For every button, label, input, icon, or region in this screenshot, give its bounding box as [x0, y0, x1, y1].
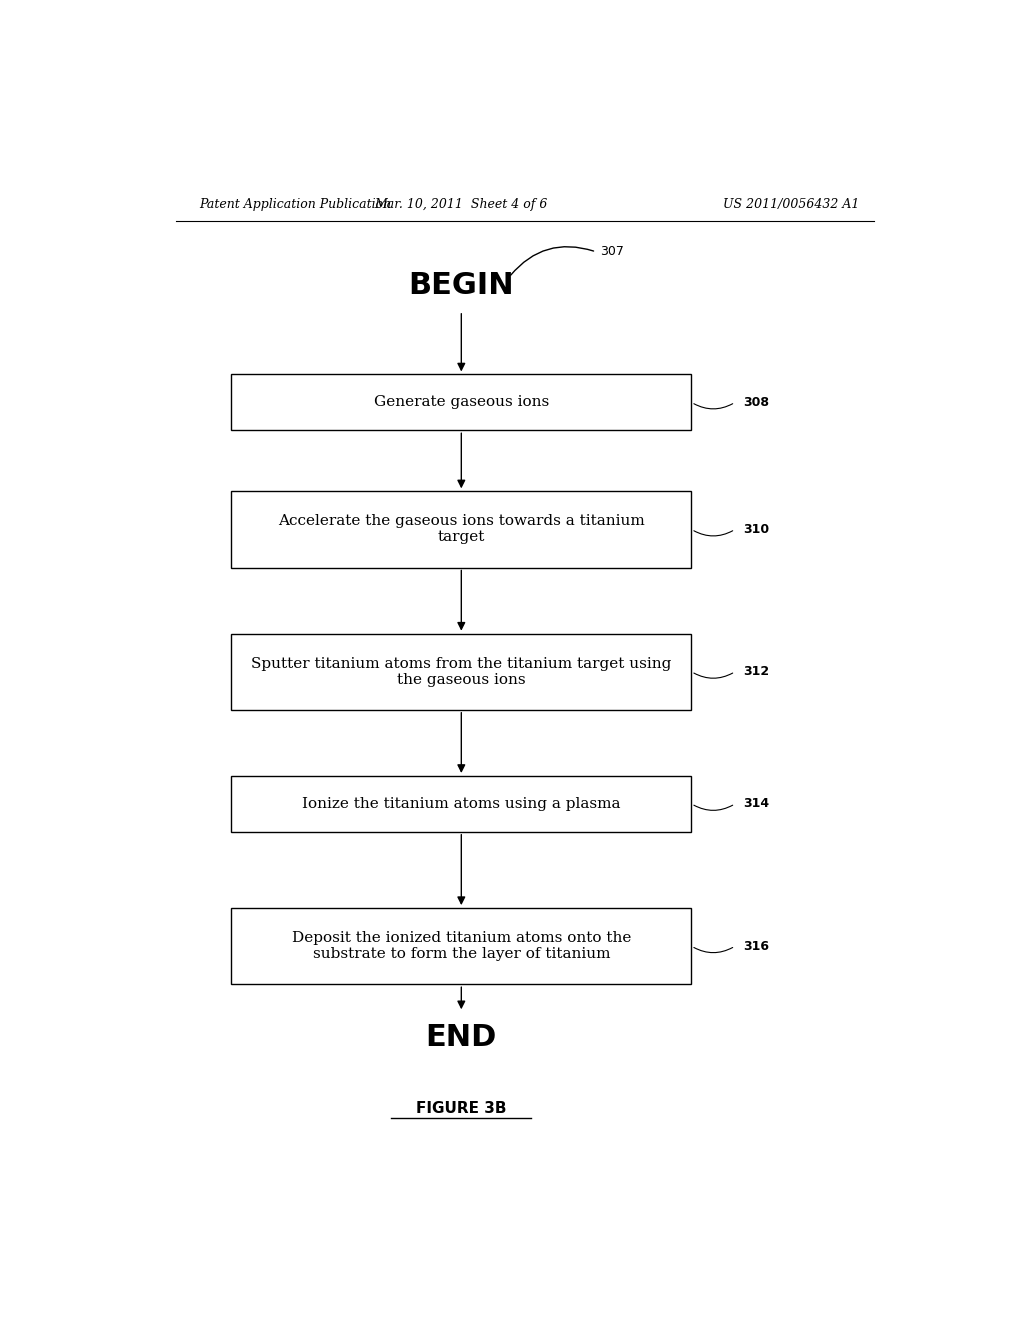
Text: FIGURE 3B: FIGURE 3B	[416, 1101, 507, 1117]
FancyBboxPatch shape	[231, 375, 691, 430]
FancyBboxPatch shape	[231, 491, 691, 568]
FancyBboxPatch shape	[231, 634, 691, 710]
Text: 316: 316	[743, 940, 769, 953]
Text: Generate gaseous ions: Generate gaseous ions	[374, 395, 549, 409]
Text: 307: 307	[600, 246, 624, 259]
Text: US 2011/0056432 A1: US 2011/0056432 A1	[723, 198, 859, 211]
Text: 312: 312	[743, 665, 769, 678]
Text: 310: 310	[743, 523, 769, 536]
Text: BEGIN: BEGIN	[409, 271, 514, 300]
Text: Mar. 10, 2011  Sheet 4 of 6: Mar. 10, 2011 Sheet 4 of 6	[375, 198, 548, 211]
Text: 314: 314	[743, 797, 769, 810]
Text: Ionize the titanium atoms using a plasma: Ionize the titanium atoms using a plasma	[302, 797, 621, 810]
Text: Deposit the ionized titanium atoms onto the
substrate to form the layer of titan: Deposit the ionized titanium atoms onto …	[292, 931, 631, 961]
Text: 308: 308	[743, 396, 769, 409]
FancyBboxPatch shape	[231, 908, 691, 985]
Text: Patent Application Publication: Patent Application Publication	[200, 198, 391, 211]
Text: Sputter titanium atoms from the titanium target using
the gaseous ions: Sputter titanium atoms from the titanium…	[251, 656, 672, 686]
Text: Accelerate the gaseous ions towards a titanium
target: Accelerate the gaseous ions towards a ti…	[278, 515, 645, 544]
Text: END: END	[426, 1023, 497, 1052]
FancyBboxPatch shape	[231, 776, 691, 832]
